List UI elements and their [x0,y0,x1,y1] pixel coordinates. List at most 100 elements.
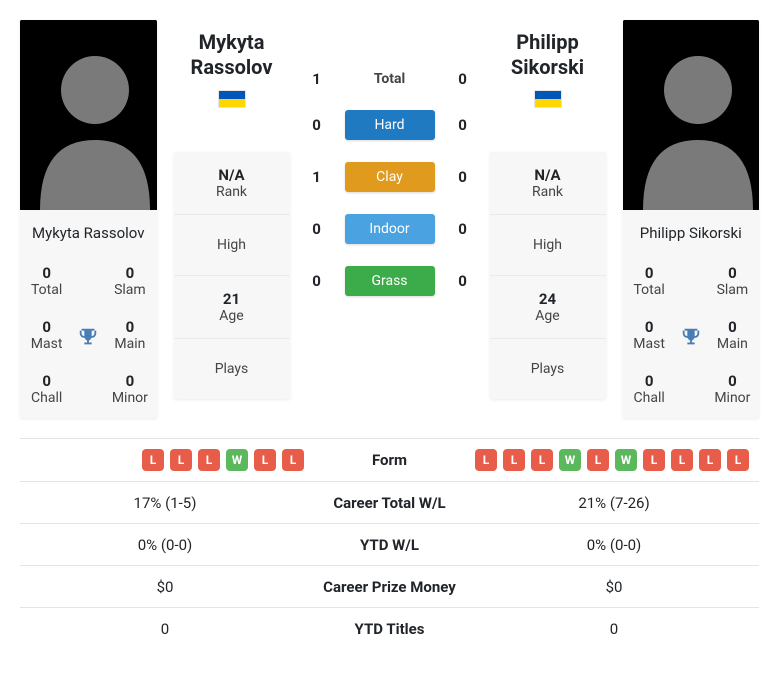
form-loss-badge[interactable]: L [503,449,525,471]
flag-ukraine-icon [218,90,246,108]
stat-main: 0Main [706,310,759,364]
player-card-right: Philipp Sikorski 0Total 0Slam 0Mast 0Mai… [623,20,760,418]
form-loss-badge[interactable]: L [198,449,220,471]
stat-chall: 0Chall [623,364,676,418]
form-loss-badge[interactable]: L [531,449,553,471]
info-plays: Plays [174,339,290,399]
comparison-container: Mykyta Rassolov 0Total 0Slam 0Mast 0Main… [0,0,779,669]
titles-grid-left: 0Total 0Slam 0Mast 0Main 0Chall 0Minor [20,256,157,418]
stat-slam: 0Slam [706,256,759,310]
h2h-right-value: 0 [453,70,473,88]
h2h-row: 1Clay0 [307,162,473,192]
flag-ukraine-icon [534,90,562,108]
table-label: YTD W/L [310,526,469,564]
table-right-value: 0 [469,610,759,648]
form-win-badge[interactable]: W [615,449,637,471]
form-loss-badge[interactable]: L [643,449,665,471]
table-row: 17% (1-5)Career Total W/L21% (7-26) [20,481,759,523]
table-label: Career Total W/L [310,484,469,522]
h2h-left-value: 1 [307,70,327,88]
table-row: 0YTD Titles0 [20,607,759,649]
stat-total: 0Total [623,256,676,310]
h2h-right-value: 0 [453,168,473,186]
table-label: Career Prize Money [310,568,469,606]
form-loss-badge[interactable]: L [727,449,749,471]
h2h-column: 1Total00Hard01Clay00Indoor00Grass0 [307,20,473,296]
stat-chall: 0Chall [20,364,73,418]
table-right-value: 0% (0-0) [469,526,759,564]
h2h-row: 0Indoor0 [307,214,473,244]
silhouette-icon [20,20,157,210]
player-header-right: PhilippSikorski [483,20,613,112]
h2h-right-value: 0 [453,272,473,290]
table-row: $0Career Prize Money$0 [20,565,759,607]
info-high: High [174,215,290,276]
top-row: Mykyta Rassolov 0Total 0Slam 0Mast 0Main… [20,20,759,418]
table-right-value: $0 [469,568,759,606]
titles-grid-right: 0Total 0Slam 0Mast 0Main 0Chall 0Minor [623,256,760,418]
stat-minor: 0Minor [103,364,156,418]
table-right-value: 21% (7-26) [469,484,759,522]
player-name-left[interactable]: Mykyta Rassolov [20,210,157,256]
player-header-left: MykytaRassolov [167,20,297,112]
h2h-row: 1 Total 0 [307,70,473,88]
table-label: Form [310,441,469,479]
player-card-left: Mykyta Rassolov 0Total 0Slam 0Mast 0Main… [20,20,157,418]
h2h-right-value: 0 [453,116,473,134]
stat-total: 0Total [20,256,73,310]
form-left: LLLWLL [26,449,304,471]
form-loss-badge[interactable]: L [587,449,609,471]
player-fullname-right[interactable]: PhilippSikorski [483,30,613,80]
stat-main: 0Main [103,310,156,364]
info-card-left: N/ARank High 21Age Plays [174,152,290,399]
h2h-label: Total [345,71,435,87]
h2h-row: 0 Grass 0 [307,266,473,296]
player-photo-left [20,20,157,210]
comparison-table: LLLWLL Form LLLWLWLLLL 17% (1-5)Career T… [20,438,759,649]
form-win-badge[interactable]: W [226,449,248,471]
form-loss-badge[interactable]: L [699,449,721,471]
table-row-form: LLLWLL Form LLLWLWLLLL [20,438,759,481]
info-age: 24Age [490,276,606,339]
h2h-left-value: 0 [307,272,327,290]
stat-slam: 0Slam [103,256,156,310]
stat-mast: 0Mast [20,310,73,364]
silhouette-icon [623,20,760,210]
info-age: 21Age [174,276,290,339]
h2h-row: 0 Hard 0 [307,110,473,140]
h2h-right-value: 0 [453,220,473,238]
table-left-value: 0% (0-0) [20,526,310,564]
h2h-label: Clay [345,162,435,192]
table-left-value: 0 [20,610,310,648]
form-win-badge[interactable]: W [559,449,581,471]
form-loss-badge[interactable]: L [282,449,304,471]
h2h-label: Indoor [345,214,435,244]
table-row: 0% (0-0)YTD W/L0% (0-0) [20,523,759,565]
h2h-label: Grass [345,266,435,296]
table-left-value: $0 [20,568,310,606]
stat-mast: 0Mast [623,310,676,364]
info-high: High [490,215,606,276]
form-loss-badge[interactable]: L [142,449,164,471]
h2h-label: Hard [345,110,435,140]
stat-minor: 0Minor [706,364,759,418]
right-column: PhilippSikorski N/ARank High 24Age Plays [483,20,613,399]
info-rank: N/ARank [490,152,606,215]
form-loss-badge[interactable]: L [170,449,192,471]
info-card-right: N/ARank High 24Age Plays [490,152,606,399]
table-label: YTD Titles [310,610,469,648]
h2h-left-value: 0 [307,116,327,134]
info-plays: Plays [490,339,606,399]
player-fullname-left[interactable]: MykytaRassolov [167,30,297,80]
trophy-icon [73,310,103,364]
info-rank: N/ARank [174,152,290,215]
trophy-icon [676,310,706,364]
player-name-right[interactable]: Philipp Sikorski [623,210,760,256]
form-right: LLLWLWLLLL [475,449,753,471]
player-photo-right [623,20,760,210]
form-loss-badge[interactable]: L [475,449,497,471]
table-left-value: 17% (1-5) [20,484,310,522]
form-loss-badge[interactable]: L [254,449,276,471]
form-loss-badge[interactable]: L [671,449,693,471]
left-column: MykytaRassolov N/ARank High 21Age Plays [167,20,297,399]
